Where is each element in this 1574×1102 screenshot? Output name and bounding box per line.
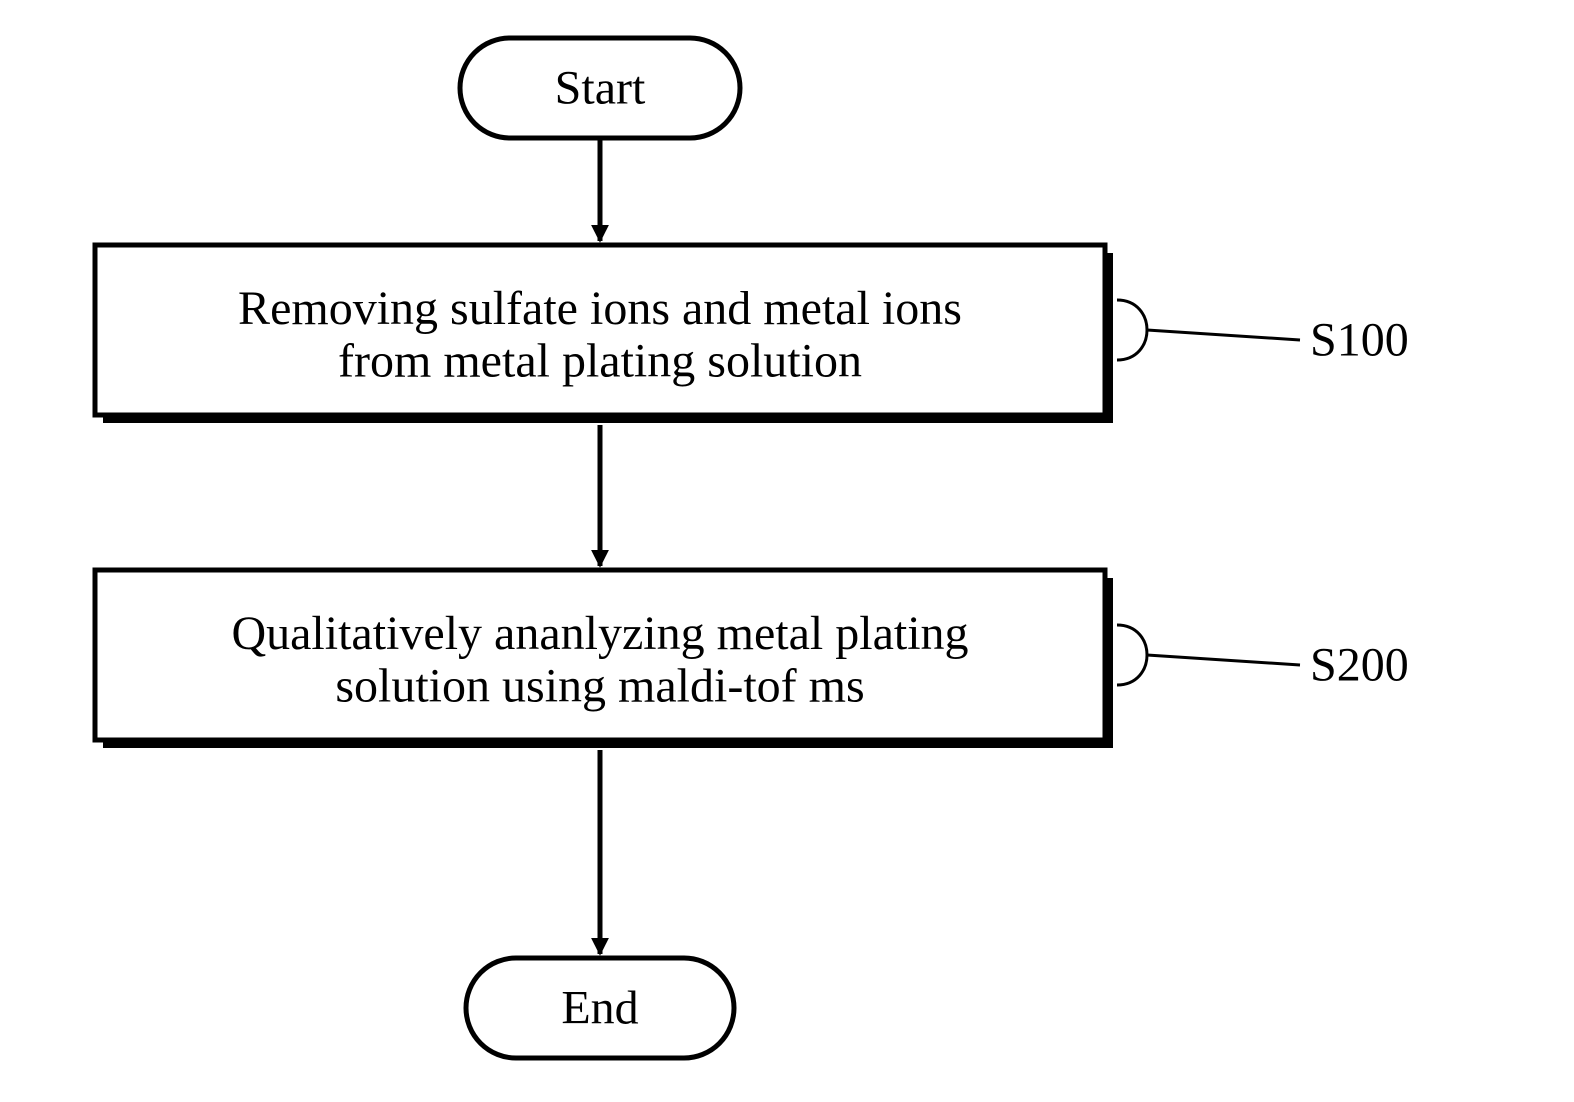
s200-line2: solution using maldi-tof ms xyxy=(335,660,864,713)
start-label: Start xyxy=(555,62,646,115)
s100-ref-hook xyxy=(1117,300,1147,360)
s100-line2: from metal plating solution xyxy=(338,335,862,388)
end-label: End xyxy=(561,982,638,1035)
flowchart-diagram: Start Removing sulfate ions and metal ion… xyxy=(0,0,1574,1102)
s200-ref-label: S200 xyxy=(1310,639,1409,692)
s200-ref-hook xyxy=(1117,625,1147,685)
s100-line1: Removing sulfate ions and metal ions xyxy=(238,282,962,335)
s100-ref-line xyxy=(1147,330,1300,340)
s200-line1: Qualitatively ananlyzing metal plating xyxy=(231,607,968,660)
s200-ref-line xyxy=(1147,655,1300,665)
s100-ref-label: S100 xyxy=(1310,314,1409,367)
